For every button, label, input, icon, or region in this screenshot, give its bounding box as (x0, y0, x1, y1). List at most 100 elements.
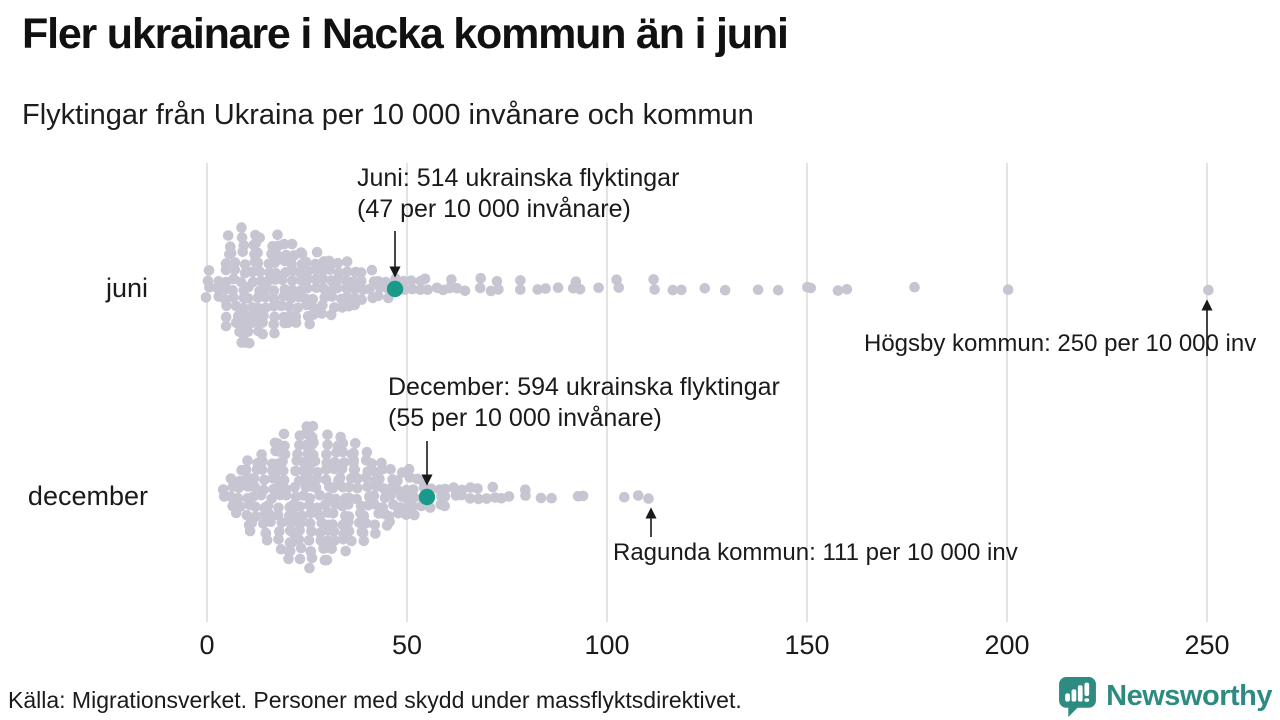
dot (355, 267, 367, 278)
dot (487, 481, 499, 493)
dot (282, 317, 294, 329)
annotation-ragunda: Ragunda kommun: 111 per 10 000 inv (613, 539, 1018, 566)
dot (220, 258, 232, 269)
x-tick-label: 200 (984, 630, 1030, 660)
dot (805, 282, 817, 294)
dot (304, 562, 315, 574)
dot (310, 482, 322, 494)
dot (370, 528, 381, 539)
x-tick-label: 0 (199, 630, 215, 660)
annotation-december-line2: (55 per 10 000 invånare) (388, 404, 662, 432)
dot (343, 525, 355, 537)
dot (358, 535, 370, 547)
dot (327, 508, 339, 519)
dot (244, 337, 255, 349)
dot (272, 229, 283, 241)
dot (324, 264, 336, 276)
dot (279, 449, 291, 460)
dot (343, 516, 354, 528)
dot (342, 291, 353, 303)
dot (246, 517, 258, 529)
dot (307, 293, 319, 305)
dot (306, 552, 318, 564)
dot (400, 509, 412, 520)
dot (220, 311, 232, 323)
dot (439, 491, 451, 502)
dot (772, 284, 784, 296)
dot (278, 465, 289, 477)
dot (343, 499, 354, 510)
dot (317, 300, 328, 311)
dot (294, 501, 306, 512)
dot (374, 473, 385, 485)
dot (535, 492, 547, 504)
dot (317, 273, 329, 284)
annotation-juni: Juni: 514 ukrainska flyktingar (47 per 1… (357, 163, 679, 225)
annotation-december-line1: December: 594 ukrainska flyktingar (388, 373, 780, 401)
dot (241, 509, 253, 521)
dot (356, 294, 367, 306)
dot (491, 276, 503, 287)
dot (292, 302, 304, 314)
highlight-dot-juni (386, 280, 404, 298)
dot (311, 246, 323, 258)
dot (1002, 284, 1014, 296)
dot (327, 482, 339, 494)
annotation-december: December: 594 ukrainska flyktingar (55 p… (388, 372, 780, 434)
dot (268, 318, 280, 330)
dot (378, 483, 390, 494)
dot (316, 308, 328, 319)
dot (407, 283, 418, 295)
dot (332, 257, 344, 269)
dot (283, 545, 295, 557)
dot (352, 482, 363, 494)
dot (248, 473, 260, 484)
dot (307, 309, 319, 321)
dot (909, 281, 920, 293)
dot (481, 493, 492, 504)
dot (464, 493, 476, 504)
chart-title: Fler ukrainare i Nacka kommun än i juni (22, 10, 789, 58)
dot (323, 255, 335, 267)
dot (348, 457, 359, 468)
dot (263, 508, 275, 519)
dot (250, 501, 261, 513)
dot (254, 232, 265, 243)
dot (546, 492, 557, 504)
dot (632, 490, 644, 501)
dot (422, 284, 433, 296)
dot (841, 284, 853, 295)
dot (254, 266, 266, 278)
dot (357, 527, 369, 539)
dot (242, 455, 253, 466)
dot (540, 283, 551, 294)
dot (225, 473, 237, 484)
dot (260, 292, 271, 303)
dot (202, 275, 214, 287)
dot (257, 328, 269, 340)
dot (322, 439, 333, 451)
dot (325, 309, 337, 321)
x-tick-label: 250 (1184, 630, 1230, 660)
dot (570, 276, 582, 288)
dot (472, 483, 483, 494)
dot (274, 526, 285, 537)
dot (1203, 284, 1214, 296)
dot (247, 276, 259, 288)
dot (348, 447, 359, 459)
dot (303, 499, 315, 511)
dot (273, 534, 284, 545)
dot (719, 284, 731, 296)
dot (337, 446, 349, 458)
chart-subtitle: Flyktingar från Ukraina per 10 000 invån… (22, 99, 754, 131)
dot (240, 464, 252, 475)
dot (328, 526, 340, 537)
dot (451, 283, 463, 294)
row-label-juni: juni (105, 273, 148, 303)
dot (294, 525, 305, 536)
dot (366, 264, 378, 276)
dot (268, 285, 280, 297)
dot (444, 282, 455, 294)
dot (307, 431, 318, 443)
dot (235, 276, 247, 288)
